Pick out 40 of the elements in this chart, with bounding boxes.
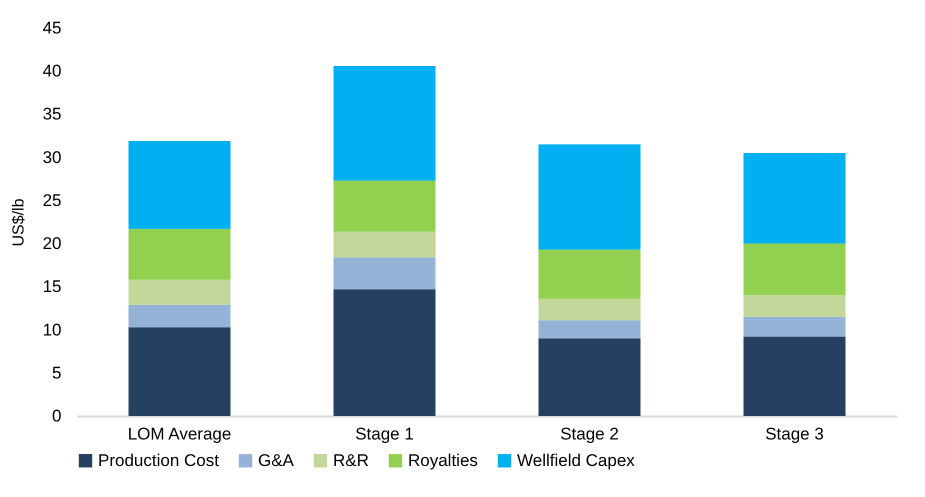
y-tick-label: 20 [42,234,62,254]
x-tick-label: Stage 2 [560,424,619,444]
bar [334,180,436,232]
bar [538,320,640,338]
bar [538,144,640,250]
y-tick-label: 40 [42,62,62,81]
y-tick-label: 35 [42,104,62,124]
bar [128,304,230,328]
bar [334,66,436,181]
bar [744,244,846,296]
bar [744,316,846,337]
y-tick-label: 25 [42,190,62,210]
y-axis-title: US$/lb [10,198,28,247]
legend-label: G&A [258,450,295,470]
bar [128,140,230,229]
legend-label: Wellfield Capex [517,450,636,470]
bar [334,231,436,258]
bar [538,250,640,299]
y-tick-label: 0 [52,406,62,426]
bar [334,289,436,416]
bar [334,257,436,290]
x-tick-label: LOM Average [128,424,232,444]
bar [538,298,640,320]
bar [128,228,230,280]
bar [538,338,640,416]
y-tick-label: 10 [42,320,62,340]
bar [744,295,846,317]
legend-label: Production Cost [98,450,220,470]
y-tick-label: 15 [42,277,62,296]
y-tick-label: 5 [52,363,62,382]
bar [744,336,846,416]
bar [744,153,846,244]
bar [128,280,230,305]
bar [128,327,230,416]
legend-label: Royalties [408,450,478,470]
y-tick-label: 30 [42,148,62,167]
y-tick-label: 45 [42,18,62,38]
x-tick-label: Stage 3 [765,424,824,444]
x-tick-label: Stage 1 [355,424,414,444]
legend-label: R&R [333,450,369,470]
